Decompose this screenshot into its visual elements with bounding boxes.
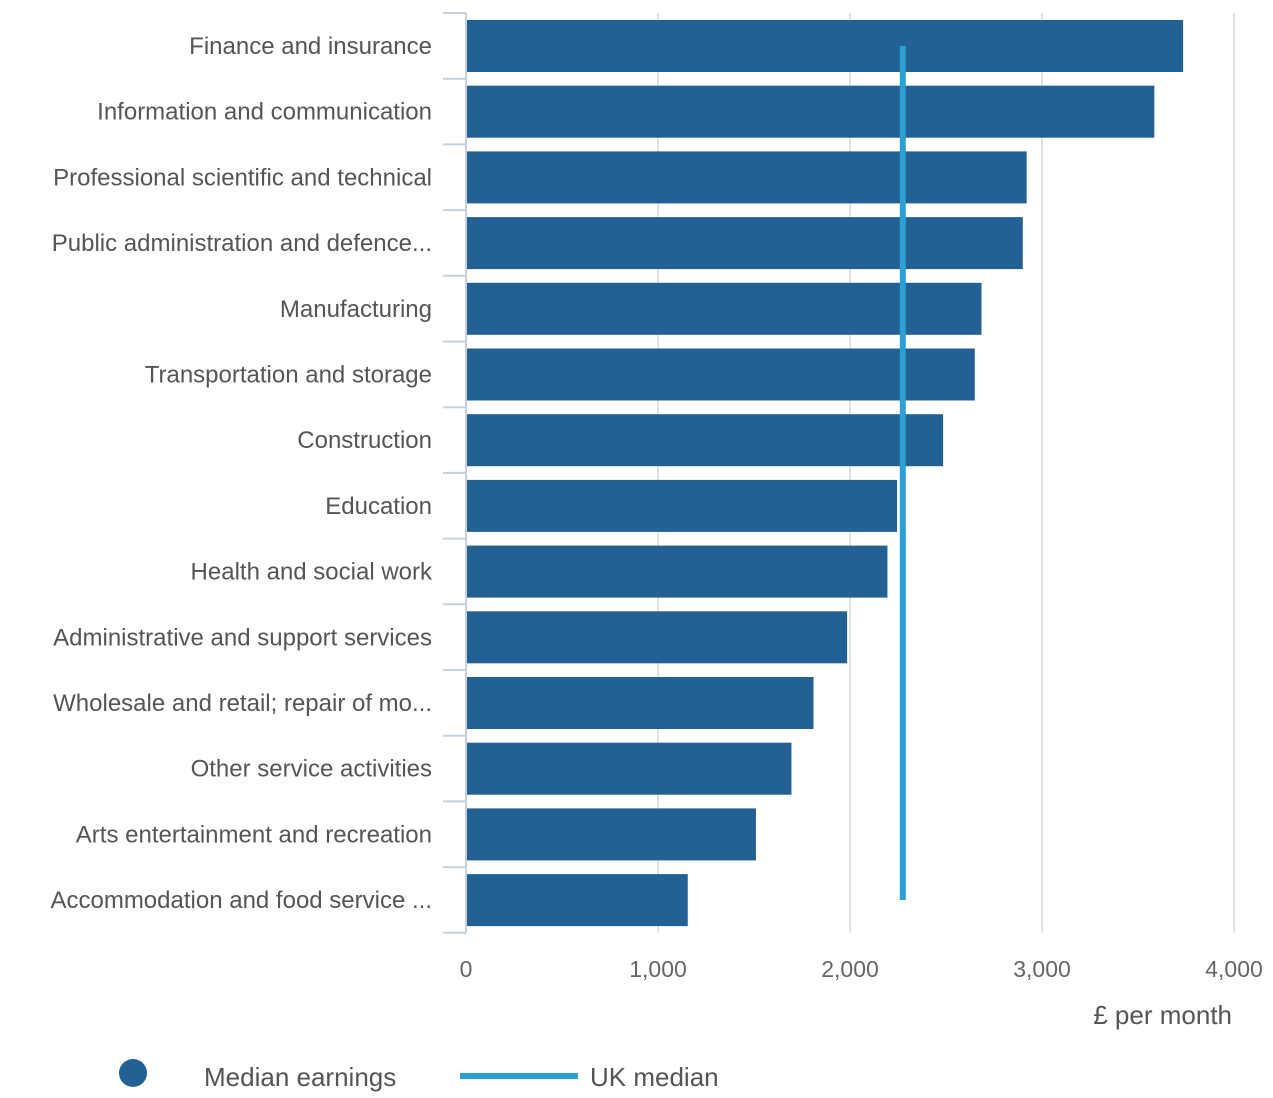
x-tick-label: 3,000 [1013,956,1071,982]
bar [466,85,1155,138]
category-label: Information and communication [97,99,432,126]
bar [466,874,688,927]
legend-uk-median-label: UK median [590,1062,719,1092]
bar [466,677,814,729]
bars [466,20,1184,927]
x-axis-title: £ per month [1093,1000,1232,1030]
category-label: Education [325,493,432,520]
category-label: Construction [297,427,432,454]
y-axis [443,12,467,934]
category-label: Finance and insurance [189,33,432,60]
bar [466,151,1027,204]
category-label: Wholesale and retail; repair of mo... [53,690,432,717]
category-label: Professional scientific and technical [53,164,432,191]
x-tick-label: 2,000 [821,956,879,982]
bar [466,282,982,335]
x-tick-label: 4,000 [1205,956,1263,982]
category-label: Manufacturing [280,296,432,323]
bar [466,20,1184,72]
bar [466,217,1023,270]
category-label: Public administration and defence... [52,230,432,257]
x-tick-label: 1,000 [629,956,687,982]
bar [466,348,975,401]
category-label: Administrative and support services [53,624,432,651]
category-labels: Finance and insurance Information and com… [50,33,433,914]
legend-median-earnings-label: Median earnings [204,1062,396,1092]
x-tick-label: 0 [460,956,473,982]
x-tick-labels: 0 1,000 2,000 3,000 4,000 [460,956,1263,982]
bar [466,414,944,467]
category-label: Accommodation and food service ... [50,887,432,914]
legend: Median earnings UK median [119,1059,719,1092]
category-label: Arts entertainment and recreation [76,821,432,848]
category-label: Other service activities [191,756,432,783]
gridlines [657,13,1235,933]
category-label: Health and social work [191,559,433,586]
bar [466,545,888,598]
bar [466,808,756,861]
bar [466,611,848,664]
bar [466,479,898,532]
bar [466,742,792,795]
legend-median-earnings-marker [119,1059,147,1087]
category-label: Transportation and storage [145,362,432,389]
